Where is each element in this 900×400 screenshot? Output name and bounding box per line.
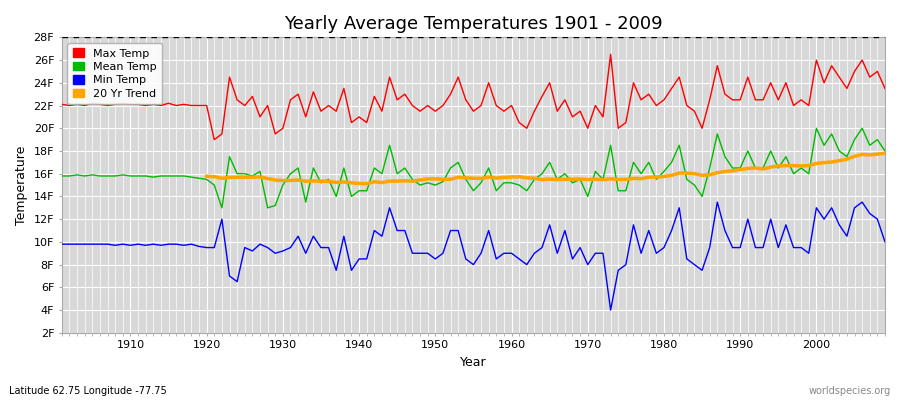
Legend: Max Temp, Mean Temp, Min Temp, 20 Yr Trend: Max Temp, Mean Temp, Min Temp, 20 Yr Tre…	[68, 43, 162, 104]
Text: worldspecies.org: worldspecies.org	[809, 386, 891, 396]
Title: Yearly Average Temperatures 1901 - 2009: Yearly Average Temperatures 1901 - 2009	[284, 15, 662, 33]
Y-axis label: Temperature: Temperature	[15, 145, 28, 225]
Text: Latitude 62.75 Longitude -77.75: Latitude 62.75 Longitude -77.75	[9, 386, 166, 396]
X-axis label: Year: Year	[460, 356, 487, 369]
